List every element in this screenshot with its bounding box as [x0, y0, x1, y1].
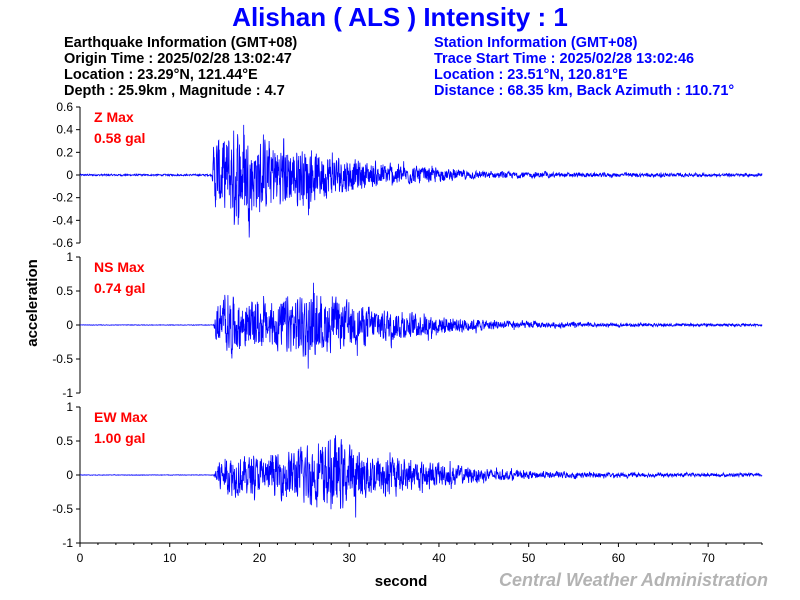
earthquake-info: Earthquake Information (GMT+08) Origin T… — [64, 35, 297, 99]
x-tick-label: 10 — [163, 551, 177, 565]
y-tick-label: 0.6 — [56, 100, 73, 114]
max-label-z: Z Max — [94, 109, 134, 125]
station-info-heading: Station Information (GMT+08) — [434, 35, 638, 51]
panel-z — [76, 106, 763, 244]
x-axis-label: second — [375, 573, 428, 590]
max-label-ns: NS Max — [94, 259, 145, 275]
y-tick-label: 0.2 — [56, 145, 73, 159]
waveform-ew — [80, 435, 763, 518]
agency-label: Central Weather Administration — [498, 570, 768, 590]
station-location: Location : 23.51°N, 120.81°E — [434, 67, 628, 83]
y-axis-label: acceleration — [24, 259, 41, 347]
y-tick-label: 1 — [66, 250, 73, 264]
x-tick-label: 30 — [343, 551, 357, 565]
max-value-ns: 0.74 gal — [94, 280, 145, 296]
x-tick-label: 40 — [432, 551, 446, 565]
trace-start-time: Trace Start Time : 2025/02/28 13:02:46 — [434, 51, 695, 67]
max-label-ew: EW Max — [94, 409, 148, 425]
origin-time: Origin Time : 2025/02/28 13:02:47 — [64, 51, 292, 67]
waveform-ns — [79, 282, 763, 369]
y-tick-label: -0.5 — [52, 352, 73, 366]
y-tick-label: 1 — [66, 400, 73, 414]
waveform-z — [79, 124, 763, 238]
y-tick-label: 0.5 — [56, 284, 73, 298]
y-tick-label: -0.4 — [52, 213, 73, 227]
y-tick-label: -0.6 — [52, 236, 73, 250]
y-tick-label: -0.5 — [52, 502, 73, 516]
max-value-z: 0.58 gal — [94, 130, 145, 146]
distance-azimuth: Distance : 68.35 km, Back Azimuth : 110.… — [434, 83, 735, 99]
y-tick-label: 0.4 — [56, 123, 73, 137]
epicenter-location: Location : 23.29°N, 121.44°E — [64, 67, 258, 83]
depth-magnitude: Depth : 25.9km , Magnitude : 4.7 — [64, 83, 285, 99]
x-tick-label: 60 — [612, 551, 626, 565]
y-tick-label: 0 — [66, 468, 73, 482]
y-tick-label: -1 — [62, 386, 73, 400]
y-tick-label: -1 — [62, 536, 73, 550]
y-tick-label: 0 — [66, 168, 73, 182]
y-tick-label: 0 — [66, 318, 73, 332]
y-tick-label: 0.5 — [56, 434, 73, 448]
x-tick-label: 0 — [77, 551, 84, 565]
x-tick-label: 50 — [522, 551, 536, 565]
x-tick-label: 70 — [701, 551, 715, 565]
max-value-ew: 1.00 gal — [94, 430, 145, 446]
earthquake-info-heading: Earthquake Information (GMT+08) — [64, 35, 298, 51]
page-title: Alishan ( ALS ) Intensity : 1 — [232, 2, 568, 32]
y-tick-label: -0.2 — [52, 191, 73, 205]
panel-ew — [76, 406, 763, 544]
panel-ns — [76, 256, 763, 394]
station-info: Station Information (GMT+08) Trace Start… — [434, 35, 734, 99]
x-tick-label: 20 — [253, 551, 267, 565]
